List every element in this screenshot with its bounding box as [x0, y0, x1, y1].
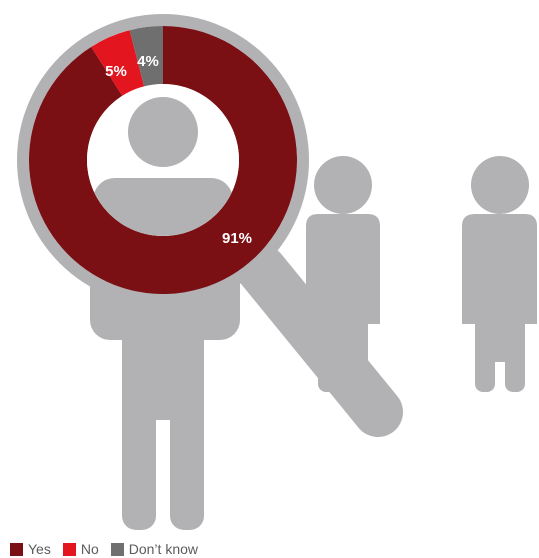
legend-swatch — [10, 542, 23, 556]
data-labels: 91% 5% 4% — [105, 53, 252, 247]
legend-item-no: No — [62, 541, 99, 557]
legend-label: Don’t know — [128, 541, 199, 557]
person-icon — [90, 250, 240, 530]
data-label-yes: 91% — [222, 230, 252, 247]
legend-label: No — [80, 541, 99, 557]
legend-item-yes: Yes — [10, 541, 51, 557]
slice-yes — [28, 26, 297, 294]
person-icon — [462, 156, 537, 392]
legend: Yes No Don’t know — [10, 540, 198, 558]
legend-label: Yes — [28, 541, 51, 557]
data-label-dont-know: 4% — [137, 53, 159, 70]
slice-dont-know — [129, 26, 163, 87]
data-label-no: 5% — [105, 63, 127, 80]
slice-no — [91, 30, 145, 96]
magnifying-glass-icon — [17, 14, 403, 437]
legend-item-dont-know: Don’t know — [110, 541, 199, 557]
legend-swatch — [62, 542, 76, 556]
donut-chart — [28, 26, 297, 294]
legend-swatch — [110, 542, 124, 556]
